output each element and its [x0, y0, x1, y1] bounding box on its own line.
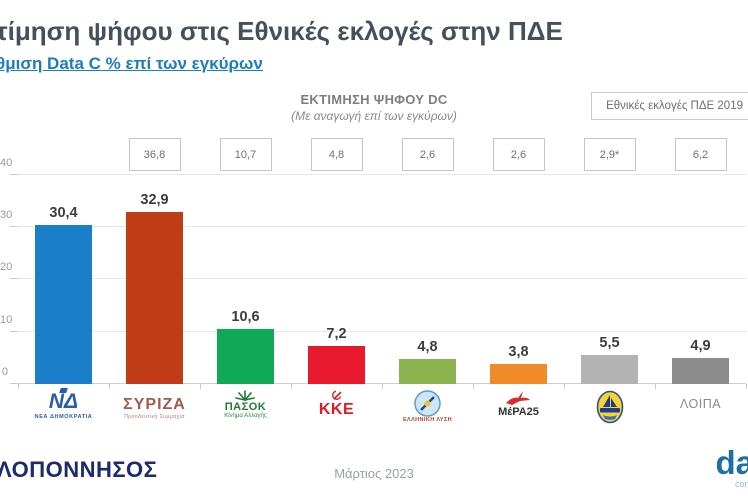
chart-title: ΕΚΤΙΜΗΣΗ ΨΗΦΟΥ DC — [300, 92, 448, 107]
x-axis-tick — [746, 384, 747, 389]
x-axis-tick — [109, 384, 110, 389]
y-axis-label: 30 — [0, 209, 13, 221]
x-axis-tick — [18, 384, 19, 389]
bar-pasok — [217, 329, 274, 384]
bar-mera25 — [490, 364, 547, 384]
bar-value-label: 7,2 — [326, 326, 347, 342]
bar-value-label: 4,9 — [690, 338, 711, 354]
bar-value-label: 3,8 — [508, 344, 529, 360]
plefsi-eleftherias-logo — [596, 390, 624, 424]
bars-row: 30,4 32,9 10,6 7,2 4,8 3,8 5,5 4,9 — [18, 175, 746, 384]
y-axis-label: 10 — [0, 314, 13, 326]
comparison-value-box: 2,6 — [492, 138, 545, 171]
x-axis-tick — [473, 384, 474, 389]
datac-logo: da cons — [715, 446, 748, 489]
bar-value-label: 10,6 — [231, 309, 260, 325]
y-axis-tick — [10, 278, 18, 279]
gridline — [18, 331, 746, 332]
pasok-logo-mark: ΠΑΣΟΚ — [224, 401, 267, 413]
pasok-logo: ΠΑΣΟΚ Κίνημα Αλλαγής — [224, 390, 267, 420]
nd-logo-mark: ΝΔ — [48, 388, 79, 413]
kke-logo-mark: KKE — [318, 401, 355, 418]
mera25-bird-icon — [506, 391, 531, 405]
bar-value-label: 32,9 — [140, 192, 169, 208]
syriza-logo-mark: ΣΥΡΙΖΑ — [123, 396, 186, 413]
x-axis-tick — [382, 384, 383, 389]
bar-syriza — [126, 212, 183, 384]
bar-kke — [308, 346, 365, 384]
loipa-text: ΛΟΙΠΑ — [679, 397, 722, 411]
y-axis-tick — [10, 226, 18, 227]
y-axis-label: 40 — [0, 157, 13, 169]
comparison-value-box: 6,2 — [674, 138, 727, 171]
comparison-value-box: 36,8 — [128, 138, 181, 171]
bar-nd — [35, 225, 92, 384]
bar-plefsi — [581, 355, 638, 384]
datac-logo-text: da — [715, 444, 748, 481]
nd-logo-sublabel: ΝΕΑ ΔΗΜΟΚΡΑΤΙΑ — [34, 414, 93, 421]
gridline — [18, 226, 746, 227]
loipa-label: ΛΟΙΠΑ — [680, 390, 721, 412]
elliniki-lysi-logo: ΕΛΛΗΝΙΚΗ ΛΥΣΗ — [403, 390, 452, 423]
syriza-logo: ΣΥΡΙΖΑ Προοδευτική Συμμαχία — [123, 390, 186, 420]
gridline — [18, 383, 746, 384]
gridline — [18, 174, 746, 175]
mera25-logo: ΜέΡΑ25 — [498, 390, 539, 418]
kke-hammer-sickle-icon — [331, 390, 342, 400]
comparison-value-box: 2,9* — [583, 138, 636, 171]
comparison-value-box: 10,7 — [219, 138, 272, 171]
footer-date: Μάρτιος 2023 — [334, 466, 414, 481]
y-axis-tick — [10, 174, 18, 175]
pasok-sun-icon — [235, 390, 256, 401]
x-axis-tick — [655, 384, 656, 389]
nd-logo: ΝΔ ΝΕΑ ΔΗΜΟΚΡΑΤΙΑ — [34, 388, 93, 421]
mera25-logo-mark: ΜέΡΑ25 — [498, 406, 539, 418]
y-axis-tick — [10, 331, 18, 332]
party-logos-row: ΝΔ ΝΕΑ ΔΗΜΟΚΡΑΤΙΑ ΣΥΡΙΖΑ Προοδευτική Συμ… — [18, 388, 746, 450]
y-axis-tick — [10, 383, 18, 384]
bar-value-label: 4,8 — [417, 339, 438, 355]
comparison-value-box: 4,8 — [310, 138, 363, 171]
plot-area: 0 10 20 30 40 — [0, 157, 747, 389]
x-axis-tick — [564, 384, 565, 389]
pasok-logo-sublabel: Κίνημα Αλλαγής — [224, 413, 267, 420]
page-subtitle-link[interactable]: θμιση Data C % επί των εγκύρων — [0, 54, 263, 73]
bar-value-label: 30,4 — [49, 205, 78, 221]
comparison-values-row: 36,8 10,7 4,8 2,6 2,6 2,9* 6,2 — [18, 138, 746, 171]
peloponnisos-logo: ΛΟΠΟΝΝΗΣΟΣ — [0, 457, 158, 482]
elliniki-lysi-sublabel: ΕΛΛΗΝΙΚΗ ΛΥΣΗ — [402, 417, 453, 423]
page-title: τίμηση ψήφου στις Εθνικές εκλογές στην Π… — [0, 16, 563, 46]
bar-elliniki-lysi — [399, 359, 456, 384]
comparison-legend-box: Εθνικές εκλογές ΠΔΕ 2019 — [591, 92, 748, 120]
syriza-logo-sublabel: Προοδευτική Συμμαχία — [124, 413, 185, 420]
gridline — [18, 278, 746, 279]
comparison-value-box: 2,6 — [401, 138, 454, 171]
x-axis-tick — [200, 384, 201, 389]
chart-subtitle: (Με αναγωγή επί των εγκύρων) — [291, 109, 457, 123]
y-axis-label: 0 — [1, 366, 8, 378]
bar-value-label: 5,5 — [599, 335, 620, 351]
kke-logo: KKE — [319, 390, 354, 419]
y-axis-label: 20 — [0, 261, 13, 273]
elliniki-lysi-compass-icon — [414, 390, 441, 417]
datac-logo-subtext: cons — [734, 479, 748, 489]
nd-flag-icon — [59, 388, 68, 393]
plefsi-boat-icon — [596, 390, 623, 424]
bar-loipa — [672, 358, 729, 384]
x-axis-tick — [291, 384, 292, 389]
